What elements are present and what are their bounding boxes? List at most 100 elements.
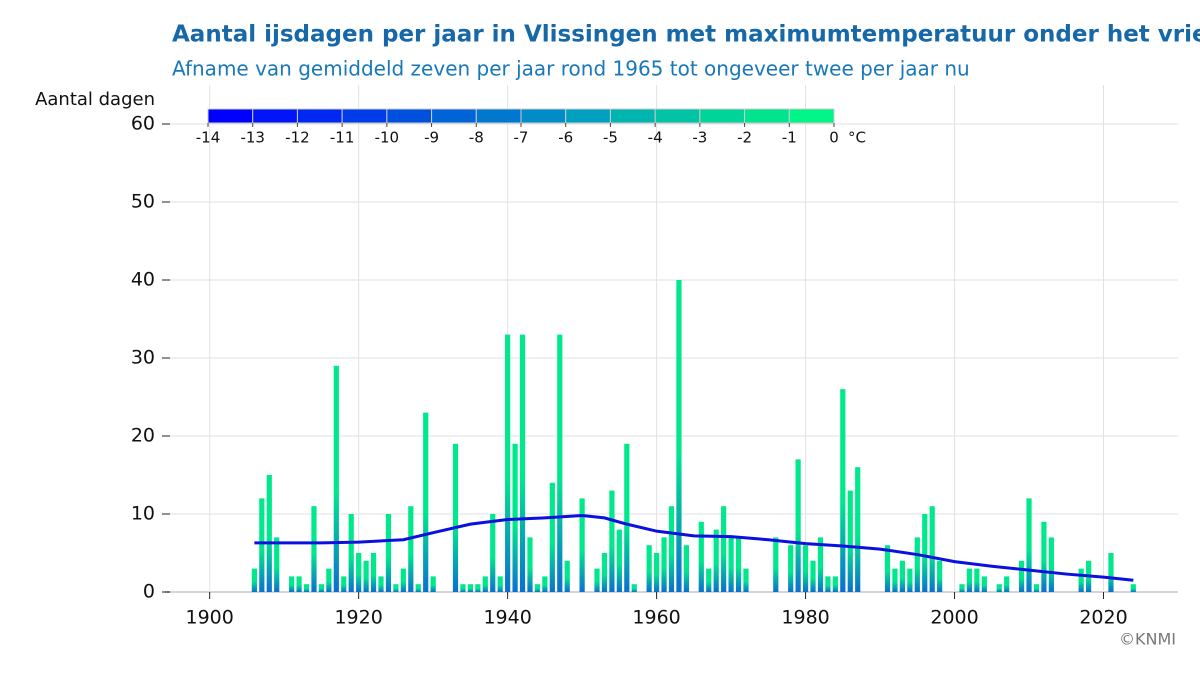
y-tick-label: 20 bbox=[131, 425, 155, 447]
bar bbox=[1004, 576, 1010, 592]
x-tick-label: 1960 bbox=[632, 607, 680, 629]
bar bbox=[817, 537, 824, 592]
bar bbox=[840, 389, 846, 592]
bar bbox=[914, 537, 920, 592]
bar bbox=[326, 568, 332, 592]
bar bbox=[579, 498, 585, 592]
colorbar-tick-label: -10 bbox=[375, 129, 400, 147]
bar bbox=[475, 584, 481, 592]
y-axis-label: Aantal dagen bbox=[35, 89, 155, 110]
x-tick-label: 1900 bbox=[186, 607, 234, 629]
credit: ©KNMI bbox=[1119, 630, 1176, 649]
colorbar-swatch bbox=[386, 108, 433, 124]
colorbar-swatch bbox=[252, 108, 298, 124]
bar bbox=[884, 545, 891, 592]
bar bbox=[646, 545, 652, 592]
bar bbox=[467, 584, 473, 592]
colorbar-tick-label: -3 bbox=[692, 129, 707, 147]
bar bbox=[907, 568, 913, 592]
colorbar-tick-label: -13 bbox=[240, 129, 265, 147]
bar bbox=[810, 560, 816, 592]
chart-title: Aantal ijsdagen per jaar in Vlissingen m… bbox=[172, 22, 1200, 48]
colorbar-unit: °C bbox=[848, 129, 866, 147]
colorbar-swatch bbox=[431, 108, 477, 124]
bar bbox=[356, 553, 362, 592]
bar bbox=[1108, 553, 1114, 592]
bar bbox=[527, 537, 533, 592]
bar bbox=[363, 560, 369, 592]
bar bbox=[482, 576, 488, 592]
bar bbox=[534, 584, 541, 592]
bar bbox=[311, 506, 317, 592]
bar bbox=[259, 498, 265, 592]
bar bbox=[415, 584, 421, 592]
bar bbox=[937, 560, 943, 592]
bar bbox=[609, 490, 615, 592]
bar bbox=[922, 514, 928, 592]
bar bbox=[721, 506, 727, 592]
colorbar-tick-label: -6 bbox=[558, 129, 573, 147]
bar bbox=[825, 576, 831, 592]
colorbar-swatch bbox=[207, 108, 254, 124]
bar bbox=[1041, 521, 1047, 592]
y-tick-label: 60 bbox=[131, 113, 155, 135]
bar bbox=[1026, 498, 1032, 592]
bar bbox=[385, 514, 392, 592]
x-tick-label: 1940 bbox=[483, 607, 531, 629]
colorbar-tick-label: -5 bbox=[603, 129, 618, 147]
bar bbox=[788, 545, 794, 592]
bar bbox=[974, 568, 980, 592]
bar bbox=[728, 537, 734, 592]
bar bbox=[966, 568, 973, 592]
colorbar-tick-label: -7 bbox=[514, 129, 529, 147]
bar bbox=[341, 576, 347, 592]
bar bbox=[408, 506, 414, 592]
x-tick-label: 1920 bbox=[334, 607, 382, 629]
bar bbox=[847, 490, 853, 592]
bar bbox=[542, 576, 548, 592]
bar bbox=[601, 553, 608, 592]
bar bbox=[564, 560, 570, 592]
bar bbox=[400, 568, 406, 592]
bar bbox=[423, 412, 429, 592]
y-tick-label: 0 bbox=[143, 581, 155, 603]
bar bbox=[296, 576, 302, 592]
bar bbox=[549, 482, 555, 592]
bar bbox=[460, 584, 466, 592]
bar bbox=[929, 506, 935, 592]
bar bbox=[1078, 568, 1084, 592]
colorbar-swatch bbox=[565, 108, 611, 124]
bar bbox=[557, 334, 563, 592]
y-tick-label: 50 bbox=[131, 191, 155, 213]
colorbar-swatch bbox=[654, 108, 701, 124]
colorbar-tick-label: -4 bbox=[648, 129, 663, 147]
colorbar-tick-label: -1 bbox=[782, 129, 797, 147]
y-tick-label: 30 bbox=[131, 347, 155, 369]
bar bbox=[713, 529, 719, 592]
colorbar-swatch bbox=[699, 108, 746, 124]
colorbar-tick-label: 0 bbox=[829, 129, 839, 147]
bar bbox=[348, 514, 354, 592]
bar bbox=[624, 443, 630, 592]
colorbar-swatch bbox=[520, 108, 567, 124]
bar bbox=[497, 576, 503, 592]
bar bbox=[996, 584, 1002, 592]
colorbar-tick-label: -11 bbox=[330, 129, 355, 147]
bar bbox=[676, 280, 682, 592]
bar bbox=[251, 568, 257, 592]
bar bbox=[370, 553, 377, 592]
bar bbox=[855, 467, 861, 592]
bar bbox=[654, 553, 660, 592]
bar bbox=[505, 334, 511, 592]
bar bbox=[743, 568, 749, 592]
bar bbox=[735, 537, 742, 592]
bar bbox=[274, 537, 280, 592]
bar bbox=[892, 568, 898, 592]
bar bbox=[289, 576, 295, 592]
bar bbox=[631, 584, 637, 592]
colorbar-swatch bbox=[788, 108, 835, 124]
bar bbox=[1048, 537, 1054, 592]
bar bbox=[802, 545, 809, 592]
colorbar-swatch bbox=[609, 108, 656, 124]
x-tick-label: 1980 bbox=[781, 607, 829, 629]
